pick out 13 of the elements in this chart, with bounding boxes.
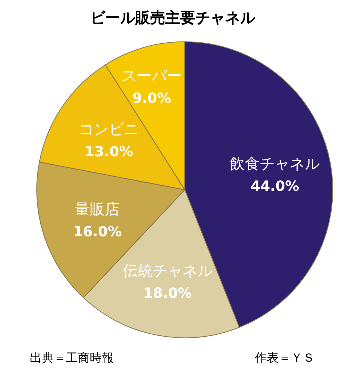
- slice-label: スーパー: [122, 66, 182, 85]
- slice-label: 伝統チャネル: [122, 262, 213, 280]
- data-label: 9.0%: [132, 90, 172, 107]
- data-label: 18.0%: [144, 286, 192, 302]
- data-label: 44.0%: [250, 178, 300, 195]
- data-label: 13.0%: [84, 144, 134, 160]
- slice-label: コンビニ: [79, 120, 140, 138]
- slice-label: 飲食チャネル: [230, 154, 320, 173]
- slice-label: 量販店: [75, 200, 120, 218]
- data-label: 16.0%: [73, 224, 122, 240]
- source-note: 出典＝工商時報: [30, 351, 114, 365]
- text: 作表＝ＹＳ: [254, 351, 315, 365]
- chart-title: ビール販売主要チャネル: [90, 9, 256, 27]
